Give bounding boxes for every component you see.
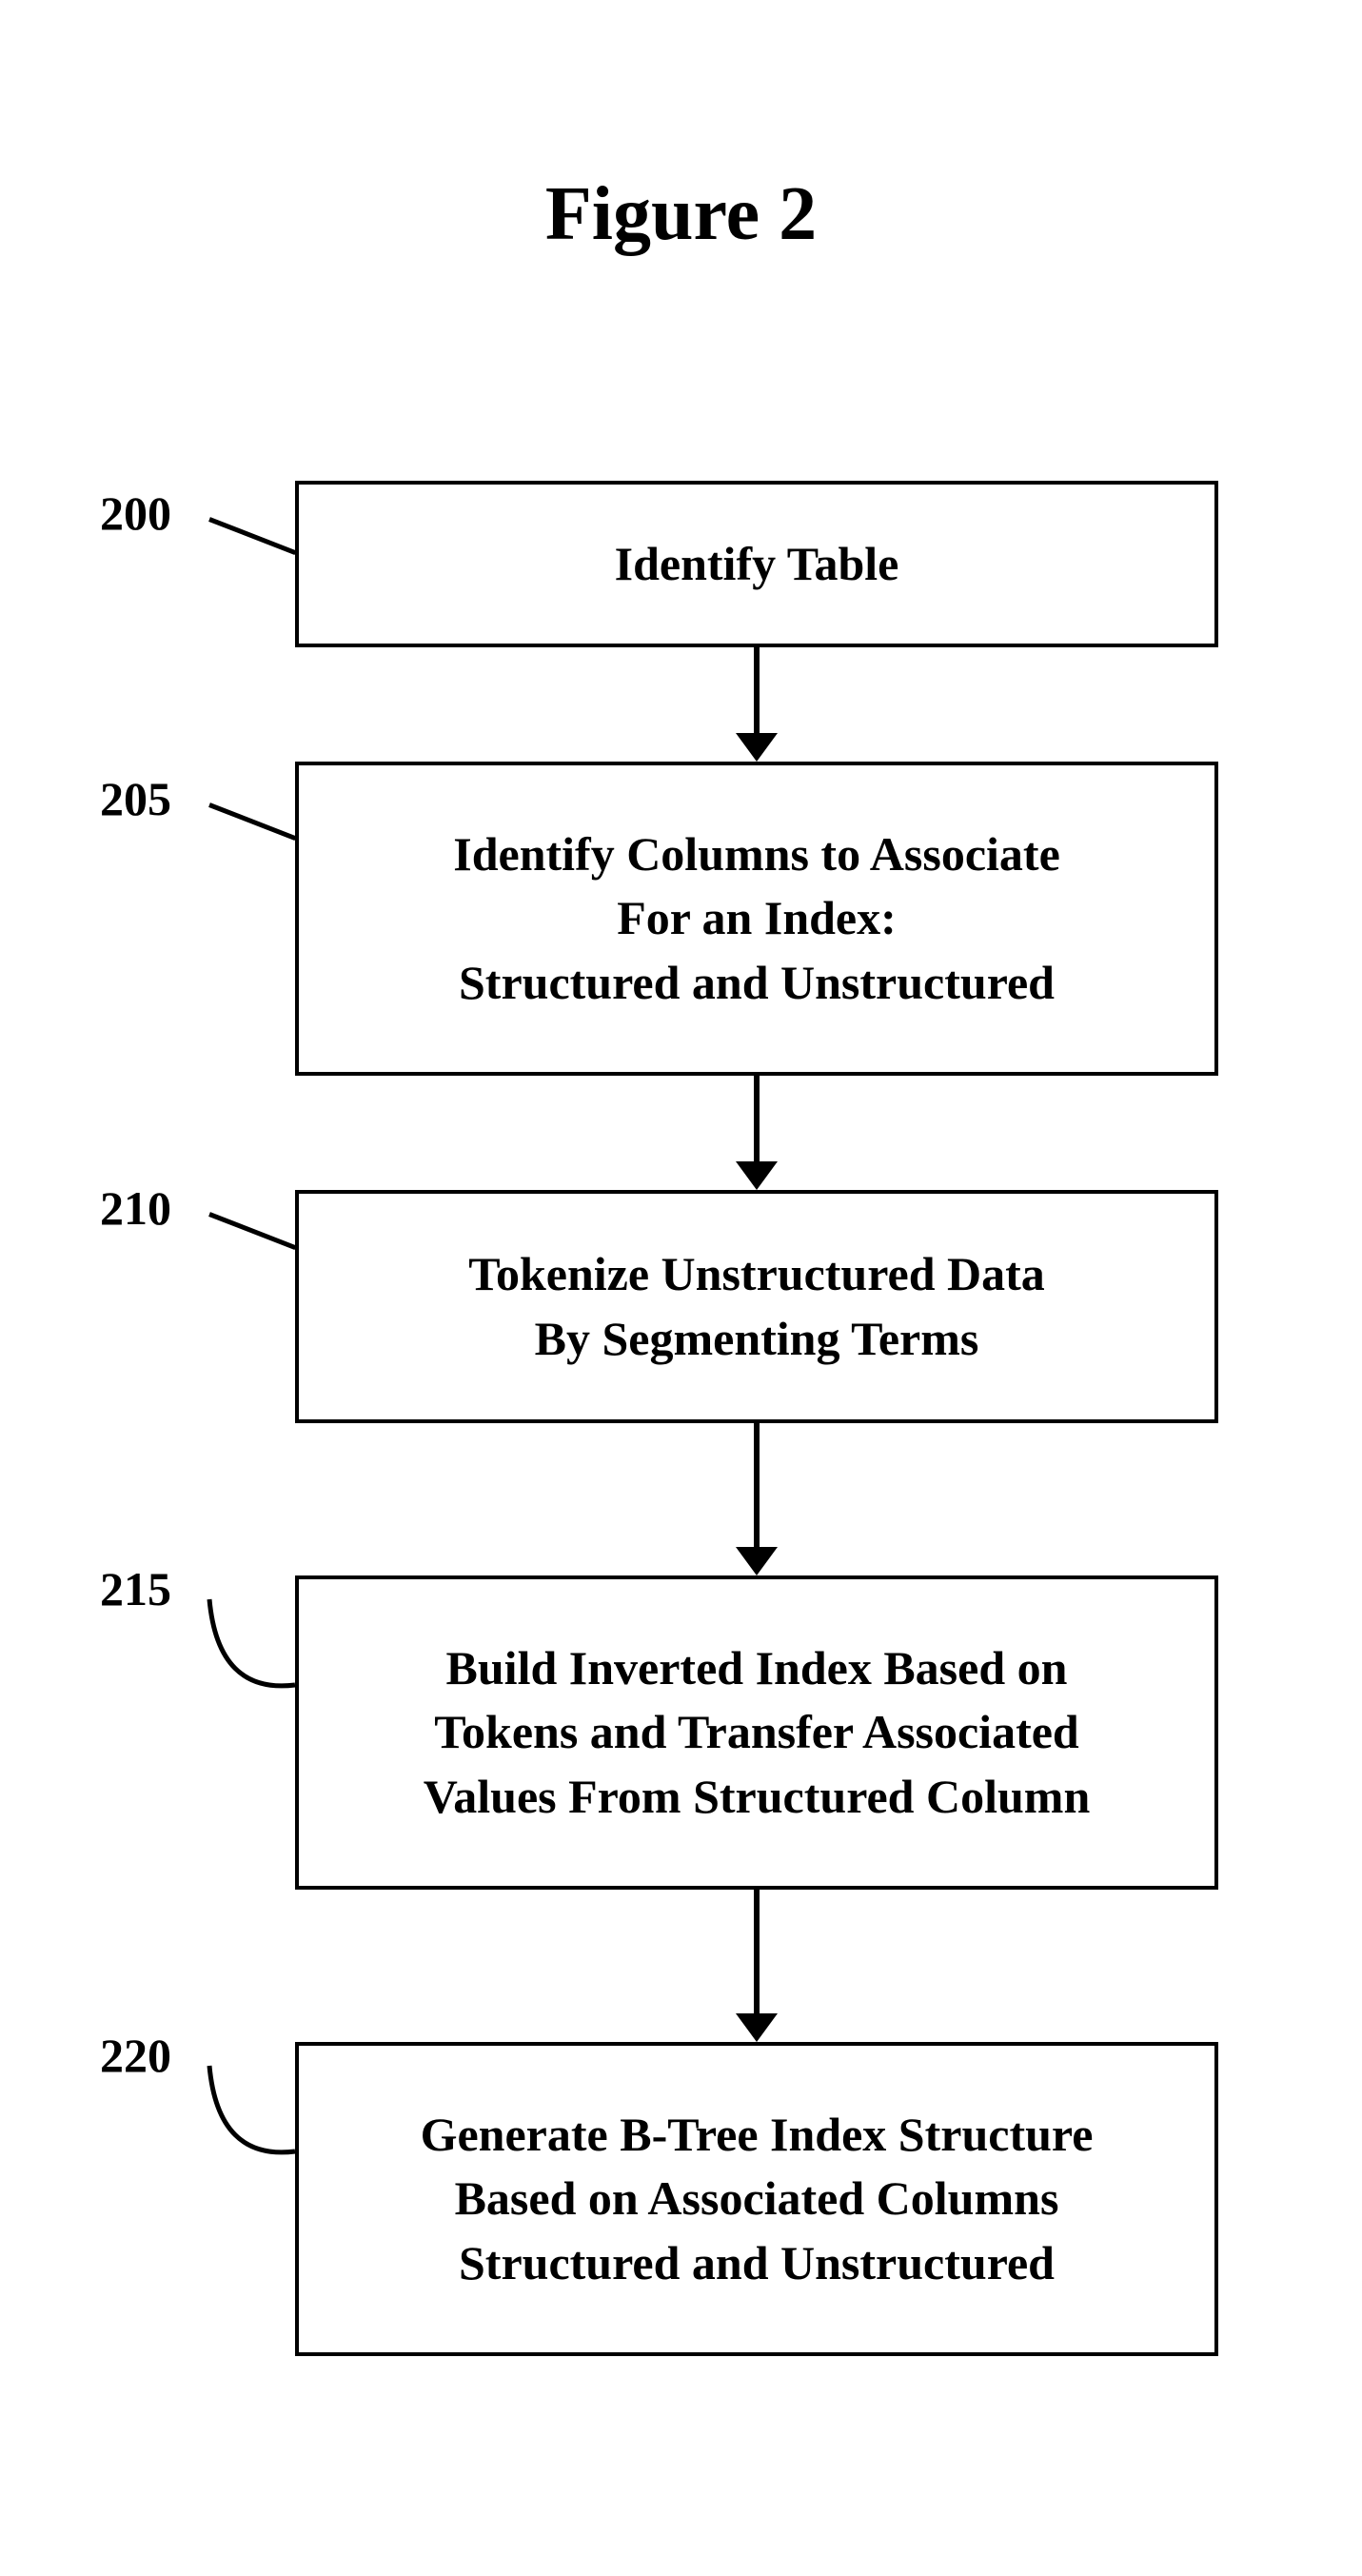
flow-box-205: Identify Columns to AssociateFor an Inde… xyxy=(295,762,1218,1076)
ref-label-200: 200 xyxy=(100,485,171,541)
leader-210 xyxy=(208,1212,296,1250)
page-root: Figure 2 Identify Table Identify Columns … xyxy=(0,0,1362,2576)
arrow-head-210-215 xyxy=(736,1547,778,1575)
flow-box-210: Tokenize Unstructured DataBy Segmenting … xyxy=(295,1190,1218,1423)
ref-label-210: 210 xyxy=(100,1180,171,1236)
ref-label-220: 220 xyxy=(100,2028,171,2083)
ref-label-205: 205 xyxy=(100,771,171,826)
arrow-shaft-210-215 xyxy=(754,1423,760,1547)
ref-label-215: 215 xyxy=(100,1561,171,1616)
flow-box-200: Identify Table xyxy=(295,481,1218,647)
leader-200 xyxy=(208,517,296,555)
flow-box-220: Generate B-Tree Index StructureBased on … xyxy=(295,2042,1218,2356)
arrow-shaft-215-220 xyxy=(754,1890,760,2013)
arrow-head-215-220 xyxy=(736,2013,778,2042)
leader-205 xyxy=(208,803,296,841)
flow-box-215: Build Inverted Index Based onTokens and … xyxy=(295,1575,1218,1890)
leader-215 xyxy=(200,1590,305,1694)
arrow-shaft-205-210 xyxy=(754,1076,760,1161)
arrow-shaft-200-205 xyxy=(754,647,760,733)
leader-220 xyxy=(200,2056,305,2161)
arrow-head-205-210 xyxy=(736,1161,778,1190)
figure-title: Figure 2 xyxy=(0,171,1362,258)
arrow-head-200-205 xyxy=(736,733,778,762)
